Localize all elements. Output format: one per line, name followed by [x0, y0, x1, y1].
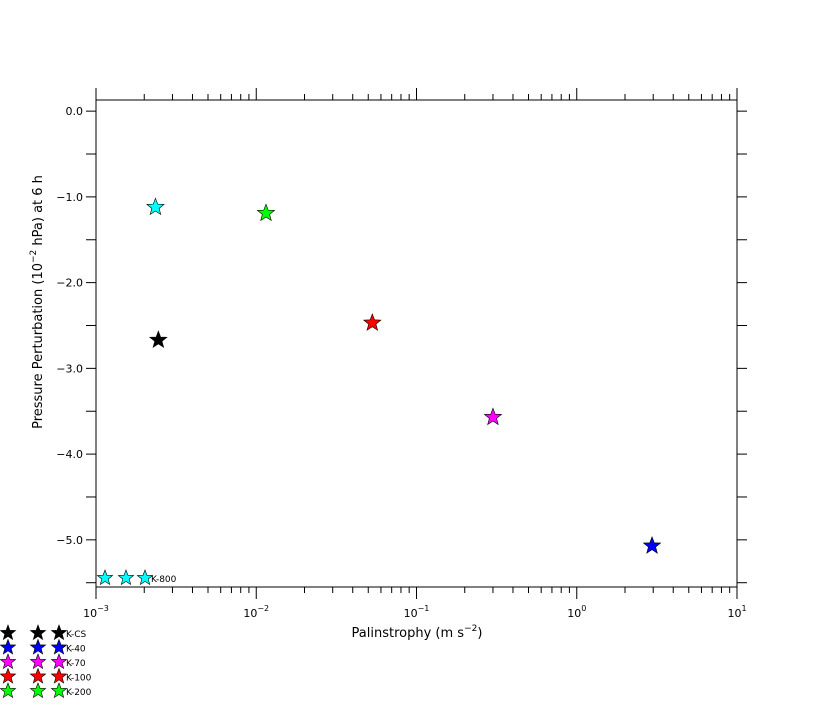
legend-marker-k-100 — [50, 667, 68, 684]
data-point-series-5 — [146, 197, 165, 216]
plot-frame — [95, 99, 738, 588]
legend-marker-k-40 — [0, 638, 17, 655]
y-axis-title-text: Pressure Perturbation (10 — [31, 263, 46, 429]
legend-marker-k-cs — [29, 624, 47, 641]
x-tick-label: 101 — [727, 604, 746, 620]
inset-legend: K-800 — [96, 569, 177, 586]
legend-marker-k-200 — [29, 682, 47, 699]
legend-marker-k-100 — [0, 667, 17, 684]
legend-label-k-100: K-100 — [66, 674, 92, 684]
data-point-k-40 — [642, 535, 662, 554]
y-tick-label: −4.0 — [56, 448, 83, 461]
y-axis-title-exponent: −2 — [29, 250, 39, 263]
legend-label-k-200: K-200 — [66, 688, 92, 698]
legend-marker-k-70 — [29, 653, 47, 670]
legend-marker-k-100 — [29, 667, 47, 684]
legend-label-k-40: K-40 — [66, 645, 86, 655]
legend-marker-k-70 — [0, 653, 17, 670]
inset-legend-marker — [136, 569, 154, 586]
x-tick-label: 10−2 — [243, 604, 269, 620]
y-tick-label: −2.0 — [56, 277, 83, 290]
data-point-k-70 — [483, 407, 503, 426]
legend-marker-k-70 — [50, 653, 68, 670]
inset-legend-label: K-800 — [151, 575, 177, 585]
y-tick-label: −5.0 — [56, 534, 83, 547]
legend-marker-k-cs — [50, 624, 68, 641]
legend-marker-k-40 — [50, 638, 68, 655]
x-tick-label: 10−3 — [83, 604, 109, 620]
data-point-k-100 — [362, 313, 382, 331]
data-points — [146, 197, 662, 554]
legend: K-CS K-40 K-70 K-100 K-200 — [0, 624, 92, 699]
x-axis-title-end: ) — [477, 626, 482, 641]
y-axis-title-end: hPa) at 6 h — [31, 175, 46, 250]
legend-marker-k-200 — [0, 682, 17, 699]
legend-label-k-cs: K-CS — [66, 630, 86, 640]
y-axis: 0.0 −1.0 −2.0 −3.0 −4.0 −5.0 — [56, 105, 747, 584]
x-tick-label: 10−1 — [404, 604, 430, 620]
x-axis: 10−3 10−2 10−1 100 101 — [83, 88, 747, 620]
data-point-k-200 — [256, 203, 276, 222]
y-tick-label: 0.0 — [66, 105, 84, 118]
x-axis-title-text: Palinstrophy (m s — [352, 626, 465, 641]
inset-legend-marker — [117, 569, 135, 586]
y-axis-title: Pressure Perturbation (10−2 hPa) at 6 h — [29, 175, 46, 429]
x-axis-title-exponent: −2 — [464, 624, 477, 634]
x-axis-title: Palinstrophy (m s−2) — [352, 624, 483, 641]
x-tick-label: 100 — [567, 604, 586, 620]
y-tick-label: −3.0 — [56, 362, 83, 375]
legend-marker-k-40 — [29, 638, 47, 655]
legend-label-k-70: K-70 — [66, 659, 86, 669]
legend-marker-k-cs — [0, 624, 17, 641]
inset-legend-marker — [96, 569, 114, 586]
y-tick-label: −1.0 — [56, 191, 83, 204]
data-point-k-cs — [148, 330, 168, 349]
legend-marker-k-200 — [50, 682, 68, 699]
